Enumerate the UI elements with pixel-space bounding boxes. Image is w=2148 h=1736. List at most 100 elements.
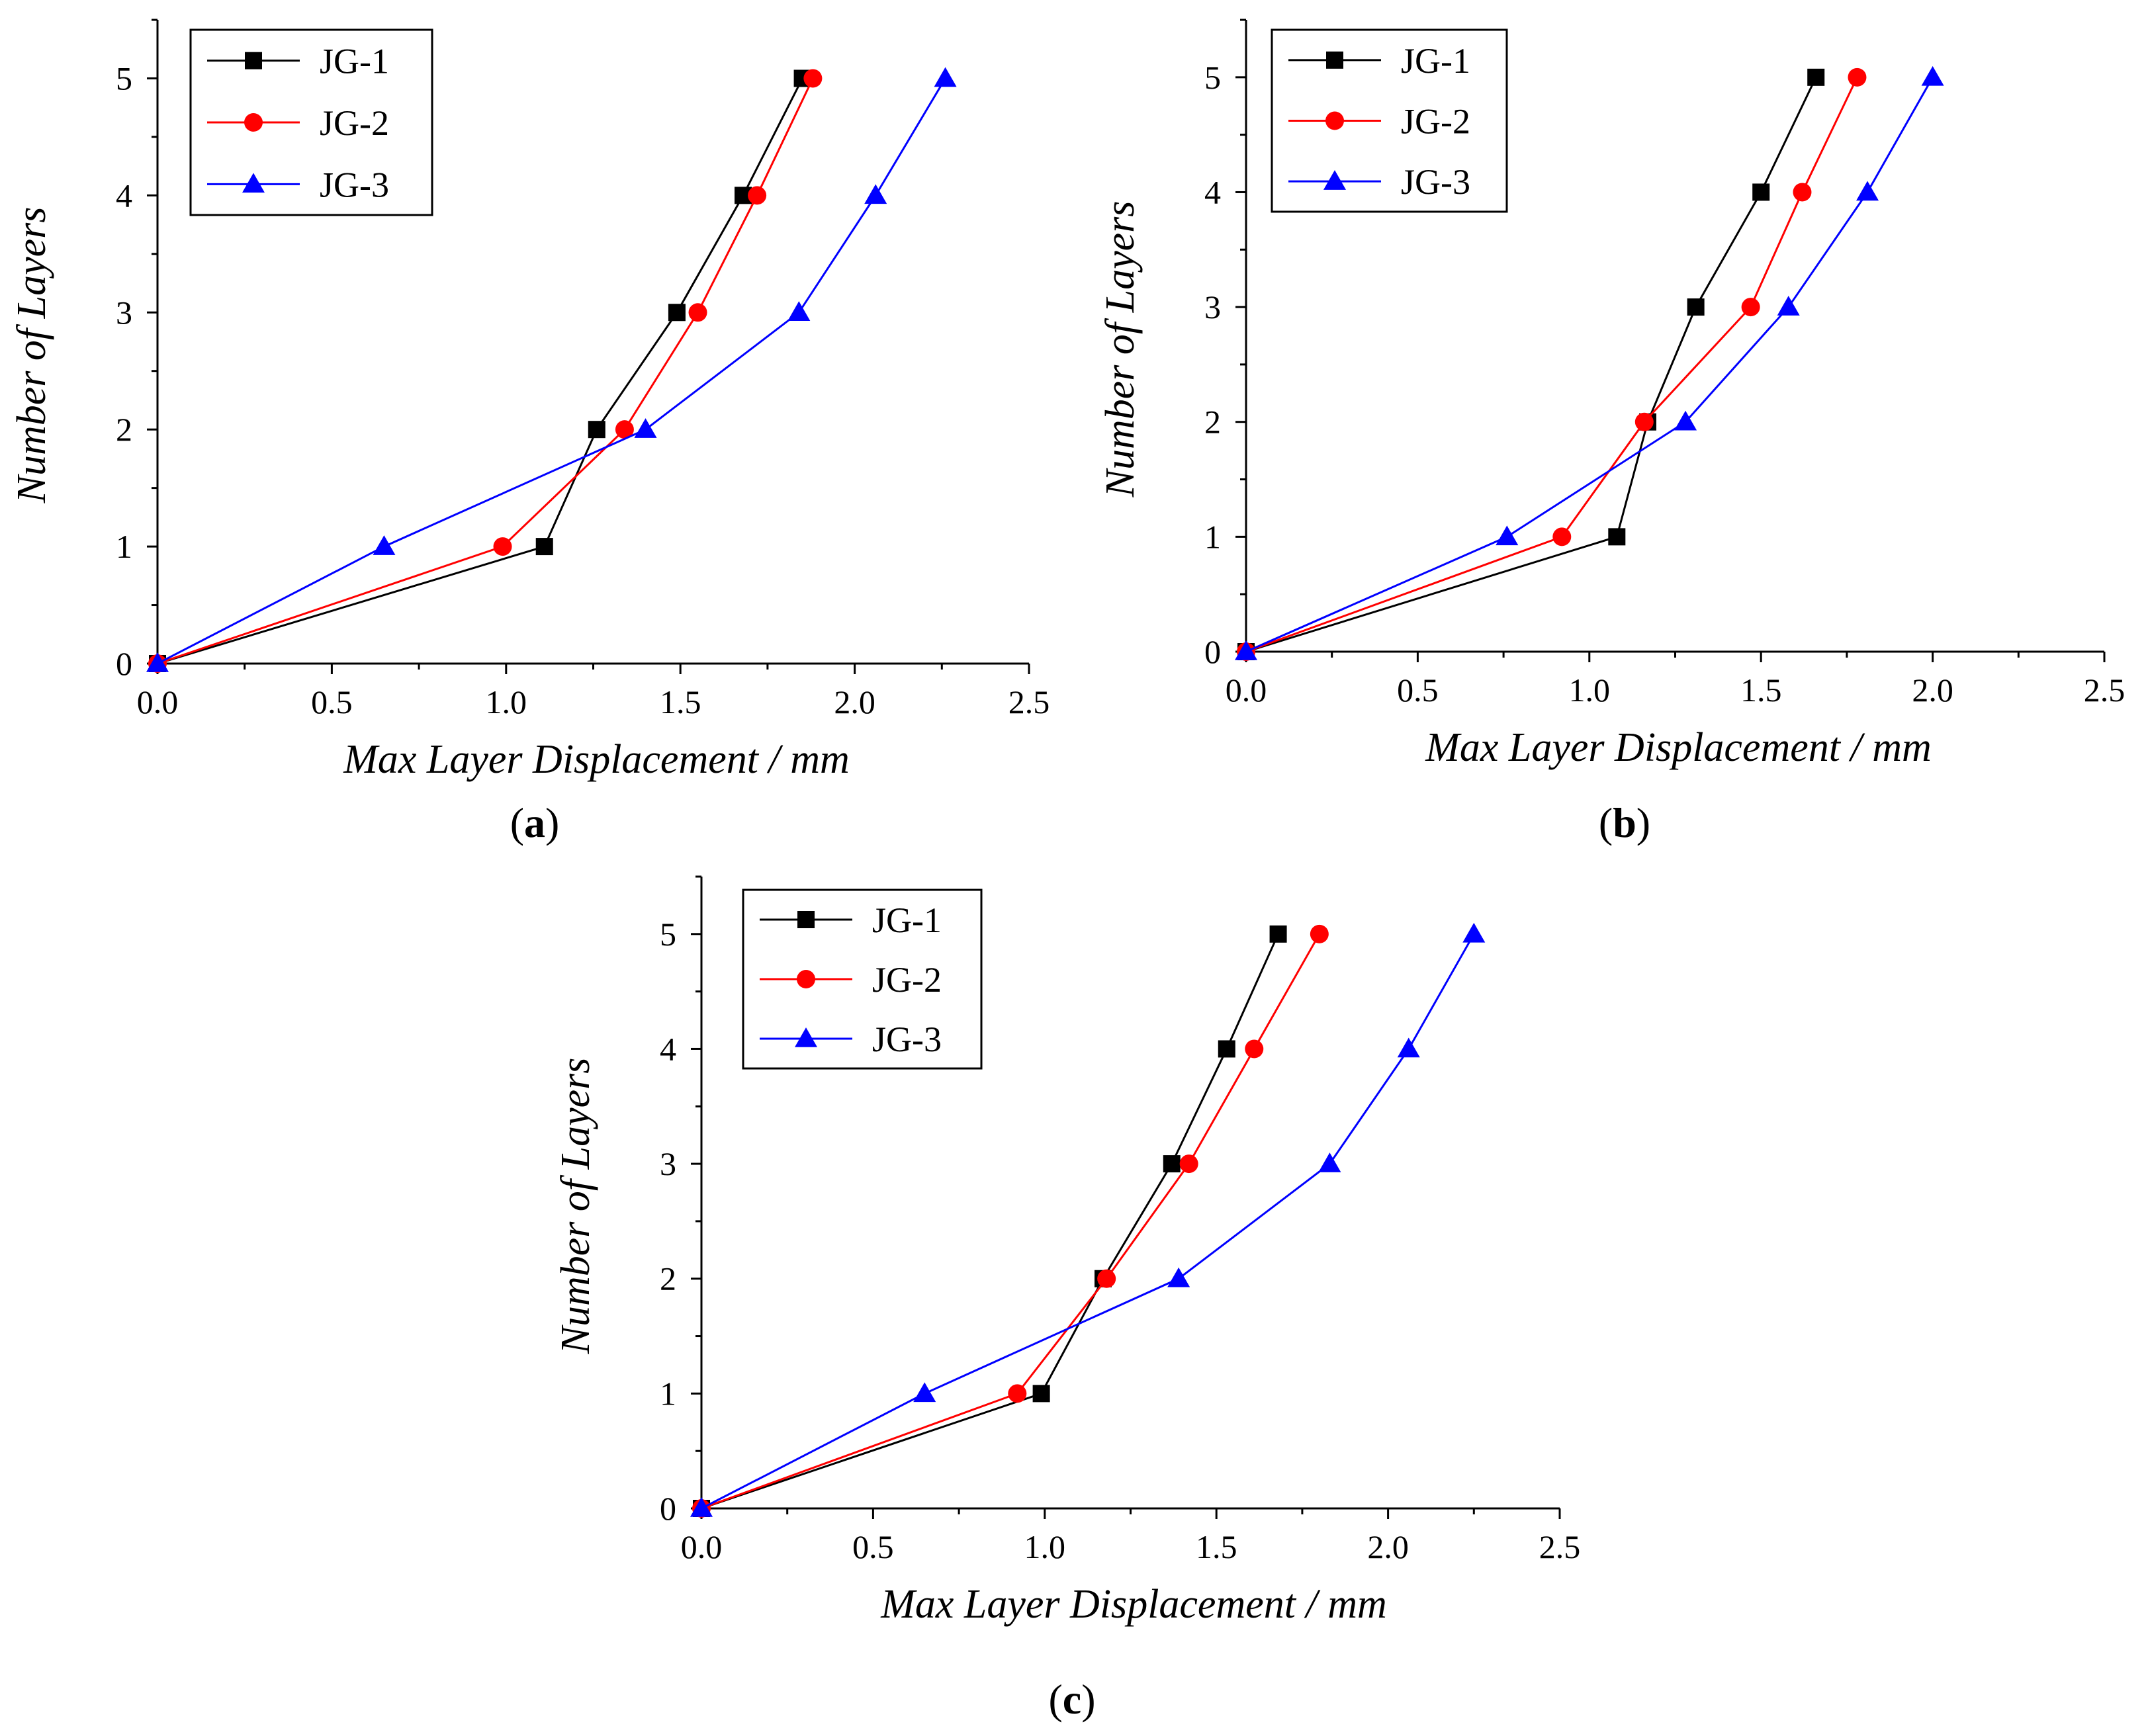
point-1-2-0 bbox=[1235, 640, 1257, 660]
x-tick-label: 0.0 bbox=[1226, 672, 1267, 709]
y-tick-label: 5 bbox=[1204, 59, 1221, 96]
point-1-0-5 bbox=[1807, 68, 1825, 86]
point-0-2-0 bbox=[146, 652, 169, 672]
y-axis-label: Number of Layers bbox=[553, 1058, 598, 1355]
y-tick-label: 5 bbox=[660, 916, 676, 953]
point-1-2-2 bbox=[1674, 410, 1697, 431]
point-2-2-3 bbox=[1318, 1152, 1341, 1172]
point-0-1-5 bbox=[803, 69, 823, 88]
series-JG-3 bbox=[690, 922, 1486, 1517]
legend-label-JG-2: JG-2 bbox=[1401, 102, 1470, 142]
point-2-2-2 bbox=[1167, 1267, 1190, 1287]
y-tick-label: 2 bbox=[660, 1260, 676, 1297]
series-line-JG-1 bbox=[1245, 77, 1817, 653]
series-JG-2 bbox=[1237, 67, 1867, 661]
point-1-1-1 bbox=[1552, 527, 1572, 546]
point-2-2-0 bbox=[690, 1497, 713, 1517]
point-0-legend-0 bbox=[245, 52, 262, 69]
x-tick-label: 1.0 bbox=[1569, 672, 1611, 709]
point-1-1-2 bbox=[1634, 412, 1654, 431]
point-0-1-2 bbox=[615, 420, 634, 439]
point-1-1-3 bbox=[1741, 298, 1760, 317]
y-tick-label: 0 bbox=[116, 645, 132, 682]
legend-label-JG-1: JG-1 bbox=[320, 42, 389, 81]
x-tick-label: 2.0 bbox=[1367, 1528, 1409, 1565]
x-tick-label: 0.5 bbox=[1397, 672, 1439, 709]
x-tick-label: 2.0 bbox=[1912, 672, 1953, 709]
point-0-1-3 bbox=[688, 303, 707, 322]
legend-label-JG-2: JG-2 bbox=[320, 103, 389, 143]
legend-label-JG-3: JG-3 bbox=[320, 165, 389, 204]
panel-label: (b) bbox=[1599, 799, 1650, 846]
point-2-0-3 bbox=[1163, 1155, 1181, 1173]
x-axis-label: Max Layer Displacement / mm bbox=[1425, 725, 1932, 770]
legend-label-JG-3: JG-3 bbox=[1401, 162, 1470, 202]
point-2-0-5 bbox=[1269, 925, 1287, 943]
point-0-2-4 bbox=[864, 184, 887, 204]
point-0-0-1 bbox=[535, 538, 553, 556]
point-2-legend-1 bbox=[797, 970, 815, 988]
point-0-2-1 bbox=[373, 535, 396, 555]
y-axis-label: Number of Layers bbox=[9, 207, 54, 504]
y-tick-label: 5 bbox=[116, 60, 132, 97]
legend: JG-1 JG-2 JG-3 bbox=[1271, 28, 1508, 213]
y-tick-label: 1 bbox=[116, 528, 132, 565]
chart-panel-c: 0.0 0.5 1.0 1.5 2.0 2.5 0 1 2 3 4 5 Max Layer Displa… bbox=[553, 875, 1581, 1723]
point-0-1-1 bbox=[493, 537, 512, 556]
point-1-legend-0 bbox=[1326, 51, 1343, 69]
point-0-2-3 bbox=[787, 301, 811, 322]
y-tick-label: 1 bbox=[660, 1375, 676, 1412]
y-tick-label: 4 bbox=[116, 177, 132, 214]
point-1-legend-1 bbox=[1325, 111, 1344, 130]
point-1-1-5 bbox=[1848, 67, 1867, 87]
x-tick-label: 0.0 bbox=[681, 1528, 723, 1565]
legend-label-JG-1: JG-1 bbox=[872, 900, 942, 940]
point-0-2-2 bbox=[634, 418, 657, 438]
series-line-JG-2 bbox=[1245, 77, 1858, 653]
y-tick-label: 2 bbox=[116, 411, 132, 448]
point-1-0-3 bbox=[1687, 298, 1705, 316]
chart-panel-b: 0.0 0.5 1.0 1.5 2.0 2.5 0 1 2 3 4 5 Max Layer Displa… bbox=[1098, 19, 2125, 846]
y-axis-label: Number of Layers bbox=[1098, 201, 1143, 498]
panel-label: (c) bbox=[1048, 1676, 1095, 1723]
x-tick-label: 0.0 bbox=[137, 683, 179, 720]
point-2-2-5 bbox=[1462, 922, 1486, 943]
x-tick-label: 2.5 bbox=[1008, 683, 1050, 720]
series-line-JG-1 bbox=[701, 933, 1279, 1510]
y-tick-label: 2 bbox=[1204, 404, 1221, 441]
point-0-0-3 bbox=[668, 304, 686, 322]
x-tick-label: 1.5 bbox=[1196, 1528, 1237, 1565]
legend-label-JG-2: JG-2 bbox=[872, 960, 942, 1000]
legend: JG-1 JG-2 JG-3 bbox=[189, 28, 433, 216]
point-2-2-4 bbox=[1397, 1037, 1420, 1058]
y-tick-label: 4 bbox=[1204, 173, 1221, 210]
x-tick-label: 2.5 bbox=[1539, 1528, 1581, 1565]
point-1-2-5 bbox=[1921, 65, 1944, 86]
point-1-0-4 bbox=[1752, 183, 1770, 201]
point-0-0-2 bbox=[588, 421, 605, 439]
point-1-2-1 bbox=[1496, 525, 1519, 546]
y-tick-label: 0 bbox=[1204, 633, 1221, 670]
series-line-JG-3 bbox=[701, 933, 1475, 1510]
x-axis-label: Max Layer Displacement / mm bbox=[343, 737, 850, 782]
point-0-1-4 bbox=[748, 186, 767, 205]
x-tick-label: 0.5 bbox=[852, 1528, 894, 1565]
x-tick-label: 1.5 bbox=[1740, 672, 1782, 709]
x-tick-label: 1.5 bbox=[660, 683, 701, 720]
panel-label: (a) bbox=[510, 799, 560, 846]
point-2-legend-0 bbox=[797, 911, 815, 928]
point-1-1-4 bbox=[1793, 183, 1812, 202]
point-2-1-4 bbox=[1245, 1039, 1264, 1059]
series-line-JG-2 bbox=[701, 933, 1321, 1510]
point-1-2-4 bbox=[1856, 181, 1879, 201]
x-axis-label: Max Layer Displacement / mm bbox=[880, 1582, 1387, 1627]
point-0-legend-2 bbox=[242, 173, 265, 193]
x-tick-label: 1.0 bbox=[486, 683, 527, 720]
legend-label-JG-1: JG-1 bbox=[1401, 41, 1470, 81]
point-2-0-4 bbox=[1218, 1040, 1235, 1058]
x-tick-label: 0.5 bbox=[311, 683, 353, 720]
point-0-legend-1 bbox=[244, 113, 263, 132]
point-2-legend-2 bbox=[795, 1027, 817, 1047]
series-line-JG-3 bbox=[157, 77, 946, 665]
